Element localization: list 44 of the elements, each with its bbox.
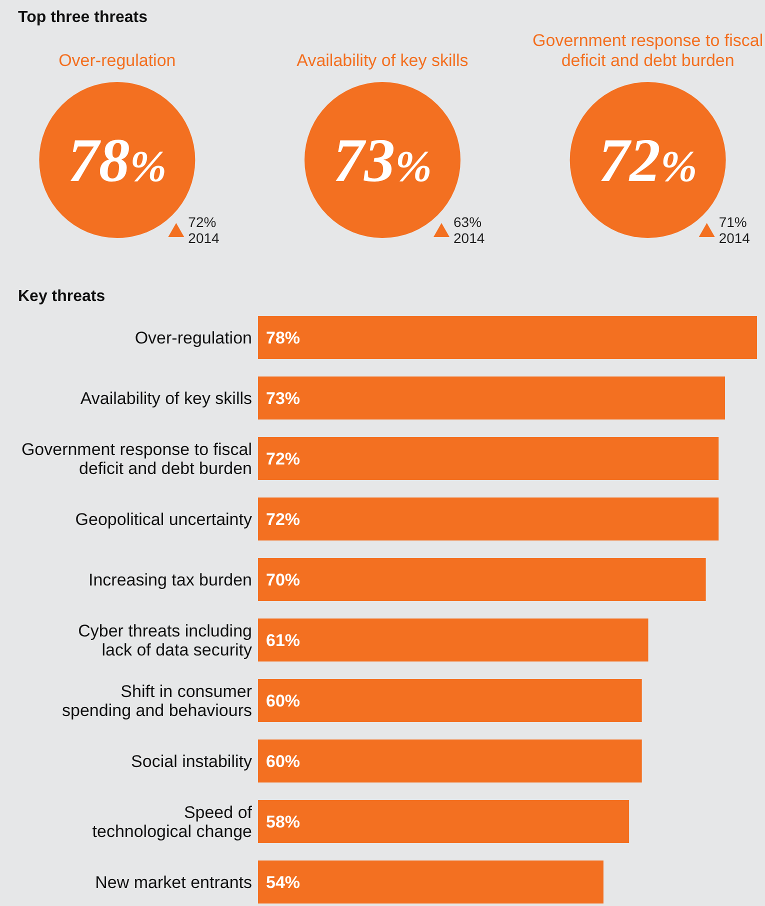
data-label: 71%: [718, 214, 747, 230]
data-label: 54%: [266, 873, 300, 892]
bar: [258, 437, 719, 480]
data-label: 78%: [266, 328, 300, 348]
y-tick-label: Government response to fiscal deficit and debt burden: [21, 440, 252, 478]
data-label: 70%: [266, 570, 300, 590]
data-label: 63%: [454, 214, 482, 230]
bar: [258, 740, 642, 782]
text: 2014: [454, 230, 485, 246]
y-tick-label: Speed of technological change: [92, 803, 252, 841]
category-label: Government response to fiscal deficit and debt burden: [532, 31, 764, 70]
bar: [258, 498, 719, 540]
bar: [258, 679, 642, 722]
category-label: Over-regulation: [58, 51, 176, 70]
bar: [258, 558, 706, 601]
y-tick-label: Availability of key skills: [80, 389, 252, 408]
data-label: 78%: [68, 127, 166, 195]
category-label: Availability of key skills: [296, 51, 468, 70]
y-tick-label: Social instability: [131, 752, 252, 771]
data-label: 73%: [266, 389, 300, 408]
y-tick-label: Increasing tax burden: [88, 570, 252, 590]
y-tick-label: New market entrants: [95, 873, 252, 892]
text: Top three threats: [18, 9, 148, 26]
text: Key threats: [18, 288, 106, 305]
y-tick-label: Cyber threats including lack of data security: [78, 622, 252, 660]
data-label: 58%: [266, 812, 300, 832]
bar: [258, 800, 630, 843]
data-label: 72%: [188, 214, 216, 230]
data-label: 60%: [266, 752, 300, 771]
y-tick-label: Over-regulation: [134, 328, 252, 348]
bar: [258, 376, 726, 420]
data-label: 72%: [266, 450, 300, 468]
bar: [258, 860, 604, 904]
data-label: 73%: [333, 127, 432, 195]
data-label: 72%: [598, 127, 698, 195]
bar: [258, 618, 648, 662]
y-tick-label: Shift in consumer spending and behaviours: [62, 682, 252, 720]
bar: [258, 316, 757, 359]
data-label: 60%: [266, 692, 300, 710]
data-label: 72%: [266, 510, 300, 529]
y-tick-label: Geopolitical uncertainty: [75, 510, 252, 529]
text: 2014: [718, 230, 750, 246]
legend-label: 2014: [188, 230, 220, 246]
data-label: 61%: [266, 631, 300, 650]
